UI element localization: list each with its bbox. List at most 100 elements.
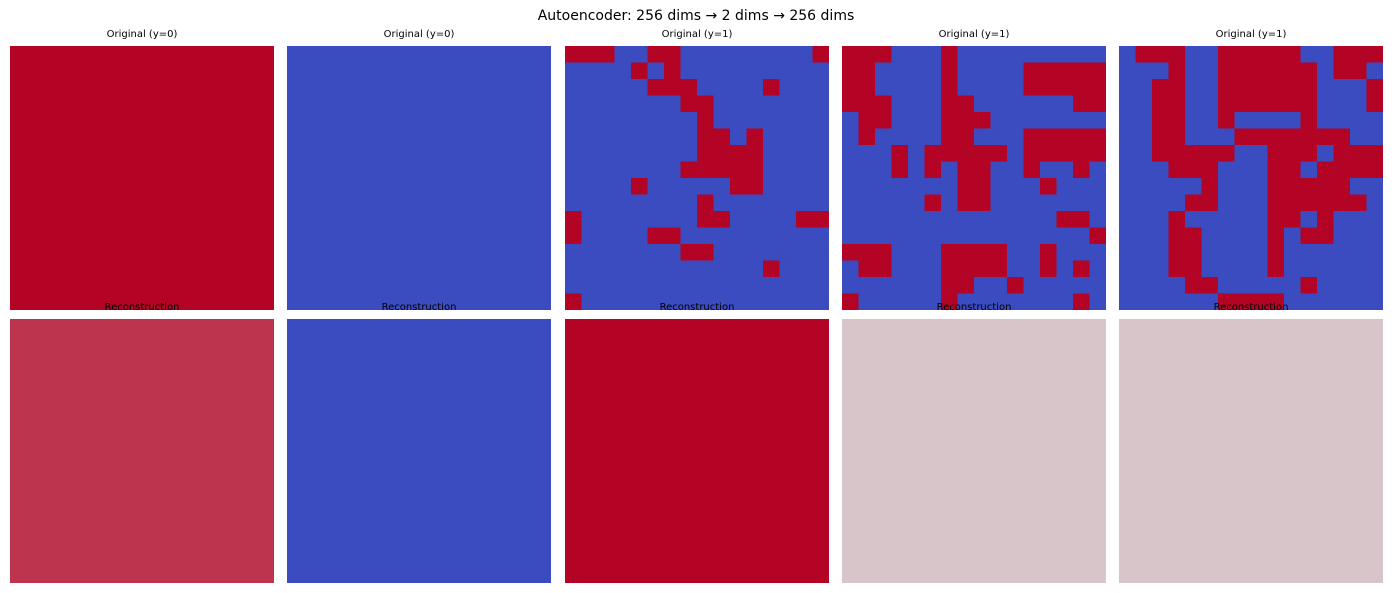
- heatmap-cell: [402, 319, 420, 336]
- heatmap-cell: [468, 566, 486, 583]
- heatmap-cell: [1201, 434, 1219, 452]
- heatmap-cell: [224, 178, 242, 195]
- heatmap-cell: [125, 244, 143, 261]
- heatmap-cell: [1234, 211, 1252, 228]
- heatmap-cell: [1185, 211, 1202, 228]
- heatmap-cell: [1135, 352, 1153, 369]
- heatmap-cell: [730, 161, 747, 179]
- heatmap-cell: [1185, 112, 1202, 129]
- heatmap-cell: [158, 62, 176, 80]
- heatmap-cell: [257, 368, 274, 386]
- heatmap-cell: [1023, 451, 1041, 468]
- heatmap-cell: [386, 46, 403, 63]
- heatmap-cell: [320, 178, 337, 195]
- heatmap-cell: [1267, 566, 1285, 583]
- heatmap-cell: [858, 550, 876, 567]
- heatmap-cell: [565, 335, 582, 353]
- heatmap-cell: [1333, 533, 1351, 551]
- heatmap-cell: [565, 260, 582, 278]
- heatmap-cell: [369, 161, 387, 179]
- heatmap-cell: [730, 128, 747, 146]
- heatmap-cell: [1251, 352, 1268, 369]
- heatmap-cell: [1135, 434, 1153, 452]
- heatmap-cell: [631, 467, 648, 485]
- heatmap-cell: [175, 352, 192, 369]
- heatmap-cell: [875, 385, 892, 402]
- heatmap-cell: [1040, 566, 1057, 583]
- heatmap-cell: [1350, 517, 1367, 534]
- heatmap-cell: [353, 467, 370, 485]
- heatmap-cell: [1234, 277, 1252, 294]
- heatmap-cell: [1267, 500, 1285, 518]
- heatmap-cell: [1056, 178, 1074, 195]
- heatmap-cell: [191, 451, 209, 468]
- heatmap-cell: [419, 451, 436, 468]
- heatmap-cell: [1317, 352, 1334, 369]
- heatmap-cell: [1007, 62, 1024, 80]
- heatmap-cell: [614, 550, 632, 567]
- heatmap-cell: [697, 293, 714, 310]
- heatmap-cell: [224, 293, 242, 310]
- heatmap-cell: [43, 194, 60, 212]
- heatmap-cell: [158, 550, 176, 567]
- heatmap-cell: [191, 352, 209, 369]
- heatmap-cell: [419, 385, 436, 402]
- heatmap-cell: [1089, 211, 1106, 228]
- heatmap-cell: [320, 46, 337, 63]
- heatmap-cell: [614, 533, 632, 551]
- heatmap-cell: [485, 260, 502, 278]
- heatmap-cell: [924, 112, 942, 129]
- heatmap-cell: [142, 46, 159, 63]
- heatmap-cell: [353, 434, 370, 452]
- heatmap-cell: [1135, 319, 1153, 336]
- heatmap-cell: [924, 194, 942, 212]
- heatmap-cell: [10, 517, 27, 534]
- heatmap-cell: [109, 277, 126, 294]
- heatmap-cell: [631, 500, 648, 518]
- heatmap-cell: [208, 566, 225, 583]
- heatmap-cell: [386, 293, 403, 310]
- heatmap-cell: [369, 517, 387, 534]
- heatmap-cell: [320, 319, 337, 336]
- heatmap-cell: [303, 517, 321, 534]
- heatmap-cell: [43, 335, 60, 353]
- heatmap-cell: [386, 128, 403, 146]
- heatmap-cell: [812, 277, 829, 294]
- heatmap-cell: [779, 277, 797, 294]
- heatmap-cell: [501, 260, 519, 278]
- heatmap-cell: [1185, 79, 1202, 96]
- heatmap-cell: [581, 227, 599, 245]
- heatmap-cell: [1007, 467, 1024, 485]
- heatmap-cell: [1056, 368, 1074, 386]
- heatmap-cell: [581, 95, 599, 113]
- heatmap-cell: [1007, 319, 1024, 336]
- heatmap-cell: [664, 95, 681, 113]
- heatmap-cell: [908, 533, 925, 551]
- heatmap-cell: [924, 319, 942, 336]
- heatmap-cell: [125, 293, 143, 310]
- heatmap-cell: [419, 418, 436, 435]
- heatmap-cell: [763, 533, 780, 551]
- heatmap-cell: [43, 244, 60, 261]
- heatmap-cell: [109, 260, 126, 278]
- heatmap-cell: [1333, 368, 1351, 386]
- heatmap-cell: [924, 467, 942, 485]
- heatmap-cell: [680, 194, 698, 212]
- heatmap-cell: [158, 194, 176, 212]
- heatmap-cell: [1089, 194, 1106, 212]
- heatmap-cell: [1300, 566, 1318, 583]
- heatmap-cell: [1333, 550, 1351, 567]
- heatmap-cell: [142, 352, 159, 369]
- heatmap-cell: [402, 178, 420, 195]
- heatmap-cell: [534, 352, 551, 369]
- heatmap-cell: [1040, 451, 1057, 468]
- heatmap-cell: [1089, 260, 1106, 278]
- heatmap-cell: [452, 517, 469, 534]
- heatmap-cell: [746, 79, 764, 96]
- heatmap-cell: [1152, 517, 1169, 534]
- heatmap-cell: [402, 128, 420, 146]
- heatmap-cell: [1119, 293, 1136, 310]
- heatmap-cell: [402, 533, 420, 551]
- heatmap-cell: [1284, 566, 1301, 583]
- heatmap-cell: [891, 566, 909, 583]
